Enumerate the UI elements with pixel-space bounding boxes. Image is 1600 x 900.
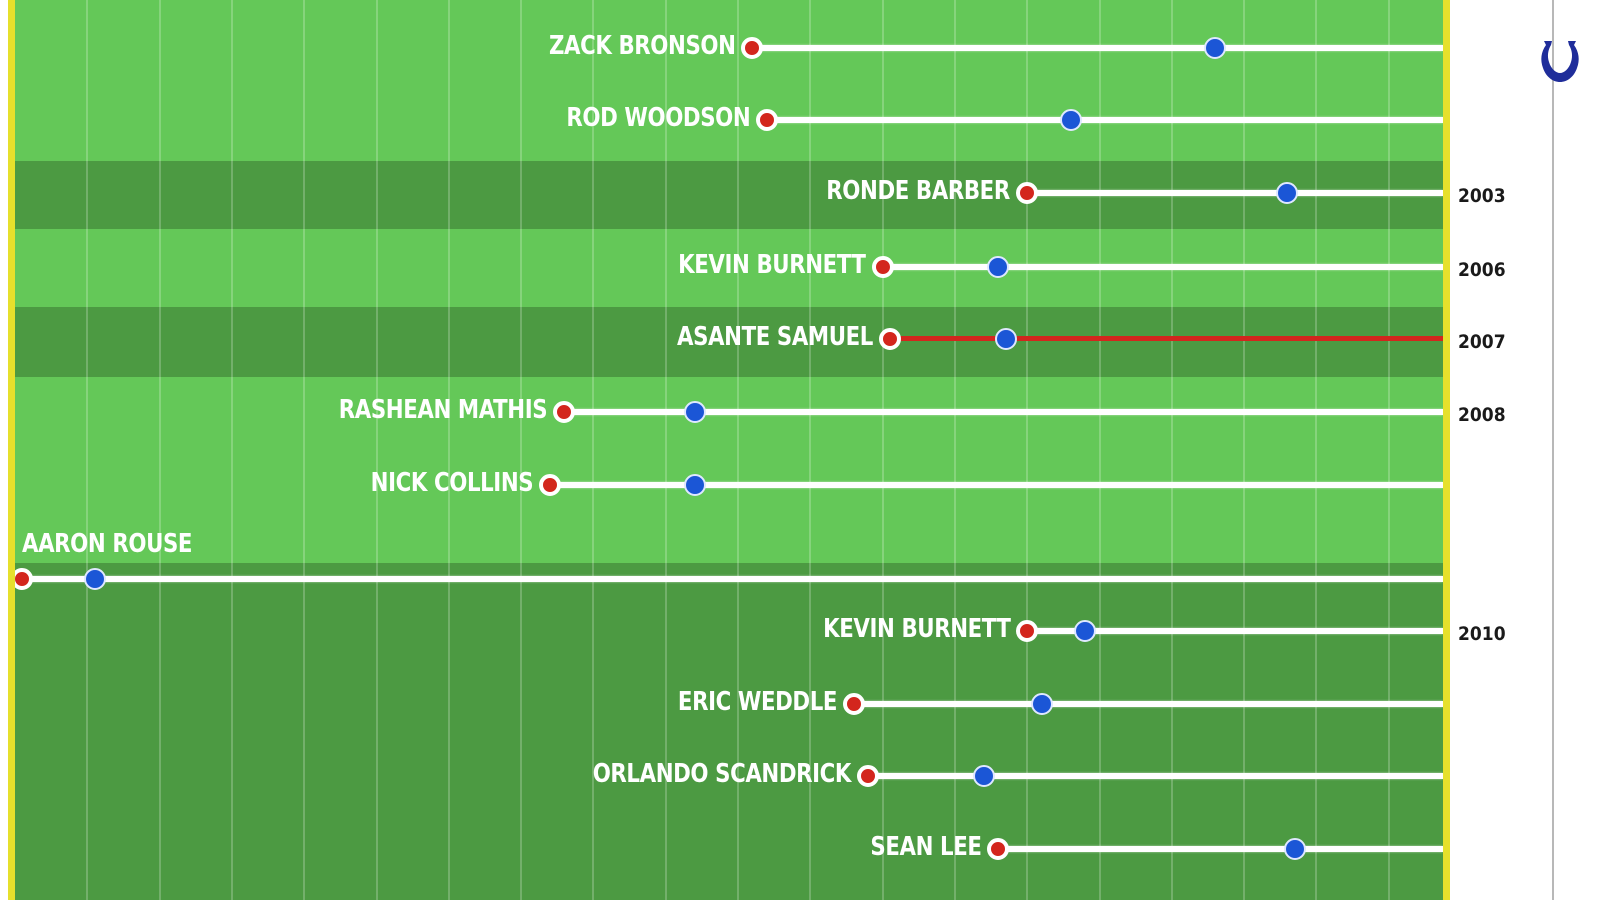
player-track (550, 482, 1443, 488)
yard-gridline (1098, 0, 1101, 900)
player-track (1027, 628, 1443, 634)
yard-gridline (1243, 0, 1246, 900)
end-point-marker[interactable] (683, 401, 706, 423)
year-label: 2008 (1458, 404, 1506, 426)
player-track (889, 336, 1443, 341)
player-track (752, 45, 1443, 51)
player-track (868, 773, 1443, 779)
turf-band-dark (15, 307, 1443, 377)
player-name-label: SEAN LEE (870, 832, 982, 862)
end-point-marker[interactable] (683, 474, 706, 496)
yard-gridline (1387, 0, 1390, 900)
yard-gridline (881, 0, 884, 900)
yard-gridline (953, 0, 956, 900)
yard-gridline (375, 0, 378, 900)
player-track (1027, 190, 1443, 196)
field-sideline: ZACK BRONSON ROD WOODSON RONDE BARBER KEVIN… (8, 0, 1450, 900)
player-name-label: RONDE BARBER (826, 176, 1011, 206)
end-point-marker[interactable] (1074, 620, 1097, 642)
turf-band-dark (15, 563, 1443, 900)
yard-gridline (230, 0, 233, 900)
yard-gridline (592, 0, 595, 900)
yard-gridline (86, 0, 89, 900)
start-point-marker[interactable] (539, 474, 562, 496)
end-point-marker[interactable] (1030, 693, 1053, 715)
end-point-marker[interactable] (987, 256, 1010, 278)
player-track (564, 409, 1443, 415)
year-label: 2003 (1458, 185, 1506, 207)
end-point-marker[interactable] (972, 765, 995, 787)
year-label: 2006 (1458, 259, 1506, 281)
player-track (766, 117, 1443, 123)
yard-gridline (809, 0, 812, 900)
horseshoe-logo-icon (1541, 41, 1579, 82)
end-point-marker[interactable] (994, 328, 1017, 350)
player-name-label: ZACK BRONSON (548, 31, 736, 61)
yard-gridline (520, 0, 523, 900)
player-track (22, 576, 1443, 582)
player-track (882, 264, 1443, 270)
turf-band-light (15, 0, 1443, 161)
start-point-marker[interactable] (857, 765, 880, 787)
player-name-label: ORLANDO SCANDRICK (592, 759, 852, 789)
player-track (853, 701, 1443, 707)
player-name-label: KEVIN BURNETT (822, 614, 1011, 644)
end-point-marker[interactable] (1283, 838, 1306, 860)
player-name-label: ERIC WEDDLE (677, 687, 838, 717)
start-point-marker[interactable] (871, 256, 894, 278)
end-point-marker[interactable] (1276, 182, 1299, 204)
yard-gridline (303, 0, 306, 900)
yard-gridline (158, 0, 161, 900)
player-name-label: ASANTE SAMUEL (676, 322, 873, 352)
start-point-marker[interactable] (1016, 182, 1039, 204)
player-track (998, 846, 1443, 852)
start-point-marker[interactable] (878, 328, 901, 350)
playing-field: ZACK BRONSON ROD WOODSON RONDE BARBER KEVIN… (15, 0, 1443, 900)
player-name-label: AARON ROUSE (22, 529, 193, 559)
yard-gridline (1170, 0, 1173, 900)
yard-gridline (447, 0, 450, 900)
year-label: 2007 (1458, 331, 1506, 353)
start-point-marker[interactable] (987, 838, 1010, 860)
start-point-marker[interactable] (1016, 620, 1039, 642)
player-name-label: NICK COLLINS (370, 468, 534, 498)
start-point-marker[interactable] (15, 568, 34, 590)
yard-gridline (664, 0, 667, 900)
start-point-marker[interactable] (741, 37, 764, 59)
start-point-marker[interactable] (842, 693, 865, 715)
end-point-marker[interactable] (1204, 37, 1227, 59)
player-name-label: ROD WOODSON (565, 103, 750, 133)
yard-gridline (737, 0, 739, 900)
vertical-rule (1552, 0, 1554, 900)
yard-gridline (1315, 0, 1318, 900)
start-point-marker[interactable] (755, 109, 778, 131)
player-name-label: KEVIN BURNETT (678, 250, 866, 280)
turf-band-light (15, 377, 1443, 563)
yard-gridline (1026, 0, 1029, 900)
player-name-label: RASHEAN MATHIS (339, 395, 548, 425)
year-label: 2010 (1458, 623, 1506, 645)
end-point-marker[interactable] (1059, 109, 1082, 131)
start-point-marker[interactable] (553, 401, 576, 423)
end-point-marker[interactable] (83, 568, 106, 590)
